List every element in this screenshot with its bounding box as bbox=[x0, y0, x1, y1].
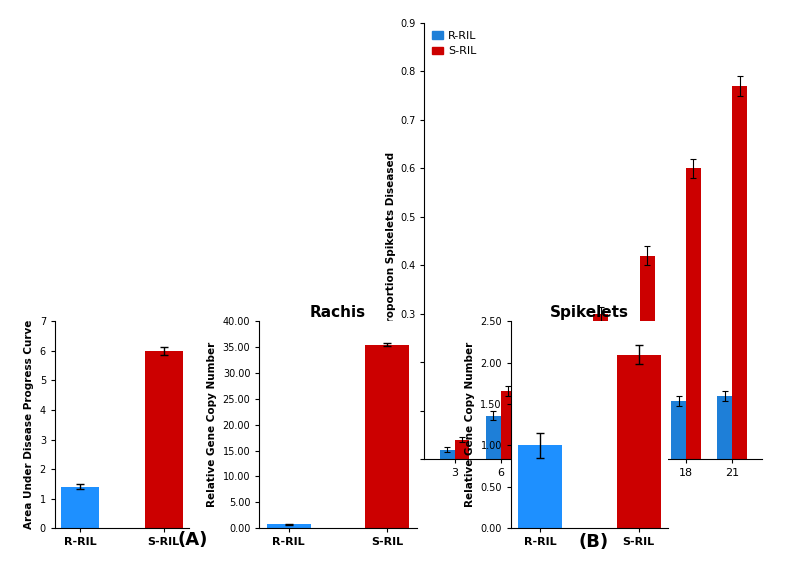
Bar bbox=[640, 255, 655, 459]
Bar bbox=[625, 401, 640, 459]
Bar bbox=[686, 168, 701, 459]
Bar bbox=[616, 355, 661, 528]
Bar bbox=[671, 401, 686, 459]
Bar bbox=[718, 396, 733, 459]
Y-axis label: Relative Gene Copy Number: Relative Gene Copy Number bbox=[465, 342, 475, 507]
Bar bbox=[61, 487, 99, 528]
Bar bbox=[733, 86, 747, 459]
Legend: R-RIL, S-RIL: R-RIL, S-RIL bbox=[430, 29, 479, 59]
Text: (A): (A) bbox=[178, 532, 208, 549]
Bar bbox=[365, 344, 410, 528]
Y-axis label: Relative Gene Copy Number: Relative Gene Copy Number bbox=[207, 342, 217, 507]
Bar bbox=[486, 416, 501, 459]
Title: Rachis: Rachis bbox=[310, 305, 366, 320]
Bar bbox=[440, 449, 454, 459]
Bar bbox=[145, 351, 182, 528]
X-axis label: Days Post Inoculation: Days Post Inoculation bbox=[522, 484, 665, 497]
Bar bbox=[266, 525, 311, 528]
Bar bbox=[454, 440, 469, 459]
Text: (B): (B) bbox=[578, 533, 608, 552]
Title: Spikelets: Spikelets bbox=[550, 305, 629, 320]
Y-axis label: Area Under Disease Progress Curve: Area Under Disease Progress Curve bbox=[24, 320, 34, 529]
Y-axis label: Proportion Spikelets Diseased: Proportion Spikelets Diseased bbox=[386, 152, 396, 330]
Bar bbox=[532, 411, 547, 459]
Bar bbox=[518, 445, 563, 528]
Bar bbox=[593, 314, 608, 459]
Bar bbox=[578, 406, 593, 459]
Bar bbox=[501, 391, 516, 459]
Bar bbox=[547, 352, 562, 459]
